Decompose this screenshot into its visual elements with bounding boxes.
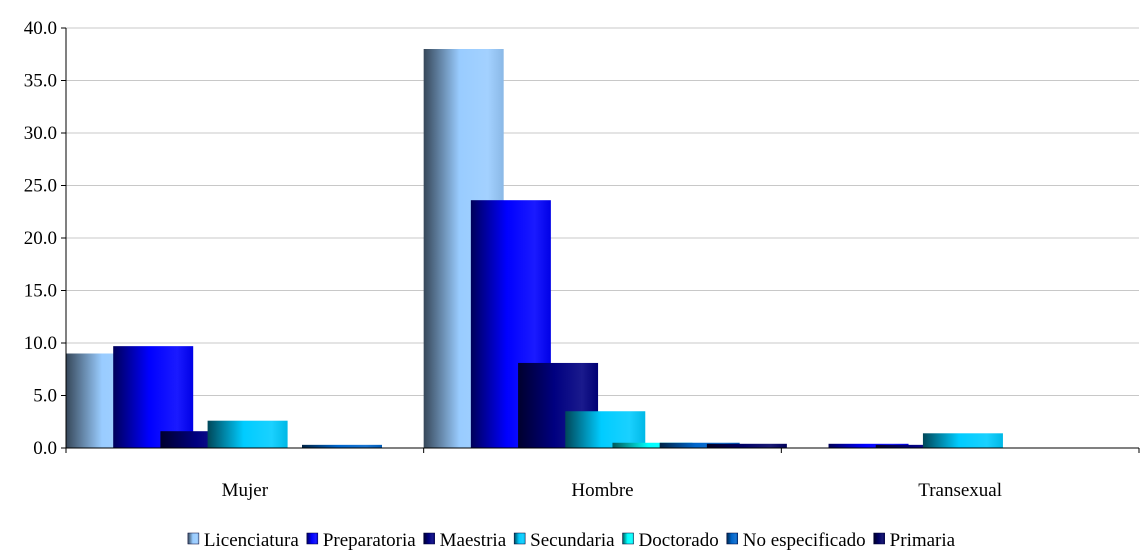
bar-preparatoria-mujer: [113, 346, 194, 448]
bar-no-especificado-hombre: [659, 442, 740, 448]
bar-doctorado-hombre: [612, 442, 693, 448]
legend-label: Secundaria: [530, 530, 615, 551]
legend-swatch: [513, 532, 526, 545]
bar-secundaria-transexual: [922, 433, 1003, 448]
legend-swatch: [622, 532, 634, 545]
legend-label: No especificado: [743, 530, 866, 551]
y-tick-label: 40.0: [24, 18, 57, 39]
gridlines: [66, 27, 1139, 396]
axes: 0.0 5.0 10.0 15.0 20.0 25.0 30.0 35.0 40.0 Mujer H…: [24, 18, 1140, 501]
legend-swatch: [423, 532, 435, 545]
bar-maestria-transexual: [875, 444, 956, 448]
y-tick-label: 30.0: [24, 123, 57, 144]
x-tick-label: Mujer: [222, 480, 269, 501]
legend-swatch: [187, 532, 200, 545]
bar-no-especificado-mujer: [302, 444, 382, 448]
legend-label: Primaria: [890, 530, 956, 551]
legend-label: Preparatoria: [323, 530, 416, 551]
y-tick-label: 25.0: [24, 176, 57, 197]
legend-swatch: [873, 532, 885, 545]
x-tick-label: Transexual: [918, 480, 1002, 501]
legend-label: Doctorado: [639, 530, 719, 551]
bar-secundaria-mujer: [207, 420, 288, 448]
y-tick-label: 10.0: [24, 333, 57, 354]
y-tick-label: 20.0: [24, 228, 57, 249]
y-tick-label: 15.0: [24, 281, 57, 302]
x-tick-label: Hombre: [571, 480, 633, 501]
bar-secundaria-hombre: [565, 411, 646, 448]
y-tick-label: 5.0: [33, 386, 57, 407]
legend-swatch: [306, 532, 319, 545]
bars: [66, 49, 1003, 448]
legend-label: Maestria: [440, 530, 507, 551]
legend-label: Licenciatura: [204, 530, 300, 551]
y-tick-label: 35.0: [24, 71, 57, 92]
bar-preparatoria-transexual: [828, 443, 909, 448]
bar-primaria-hombre: [706, 443, 787, 448]
legend: Licenciatura Preparatoria Maestria Secundar…: [187, 530, 956, 551]
y-tick-label: 0.0: [33, 438, 57, 459]
legend-swatch: [726, 532, 739, 545]
